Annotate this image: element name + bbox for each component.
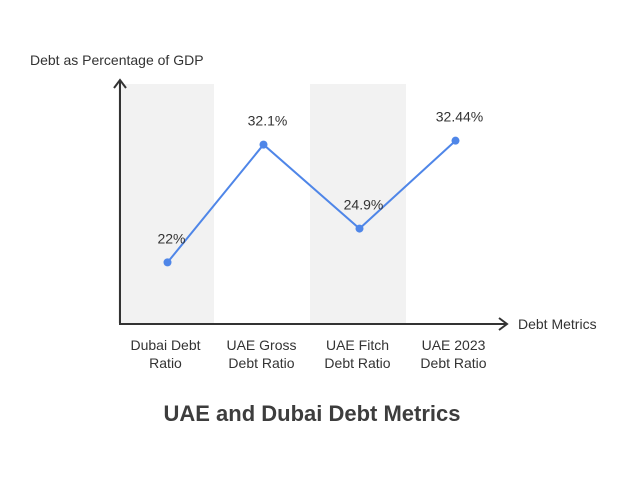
x-tick-labels: Dubai Debt Ratio UAE Gross Debt Ratio UAE Fi…	[130, 337, 486, 371]
category-band	[310, 84, 406, 323]
axes	[113, 78, 509, 331]
series-line	[166, 139, 457, 264]
data-label: 22%	[157, 230, 185, 246]
category-band	[118, 84, 214, 323]
category-bands	[118, 84, 406, 323]
x-tick-label: UAE Gross Debt Ratio	[226, 337, 296, 371]
data-point	[163, 258, 172, 267]
x-axis-label: Debt Metrics	[518, 316, 597, 332]
x-tick-label: UAE 2023 Debt Ratio	[420, 337, 486, 371]
data-label: 32.1%	[248, 113, 288, 129]
y-axis-arrow	[113, 78, 127, 89]
chart-title: UAE and Dubai Debt Metrics	[163, 401, 460, 426]
x-tick-label: UAE Fitch Debt Ratio	[324, 337, 390, 371]
y-axis-label: Debt as Percentage of GDP	[30, 52, 204, 68]
data-labels: 22% 32.1% 24.9% 32.44%	[157, 109, 483, 247]
data-point	[451, 136, 460, 145]
data-point	[259, 140, 268, 149]
data-label: 32.44%	[436, 109, 483, 125]
data-point	[355, 224, 364, 233]
data-label: 24.9%	[344, 197, 384, 213]
data-points	[163, 136, 460, 267]
x-axis-arrow	[498, 317, 509, 331]
x-tick-label: Dubai Debt Ratio	[130, 337, 200, 371]
